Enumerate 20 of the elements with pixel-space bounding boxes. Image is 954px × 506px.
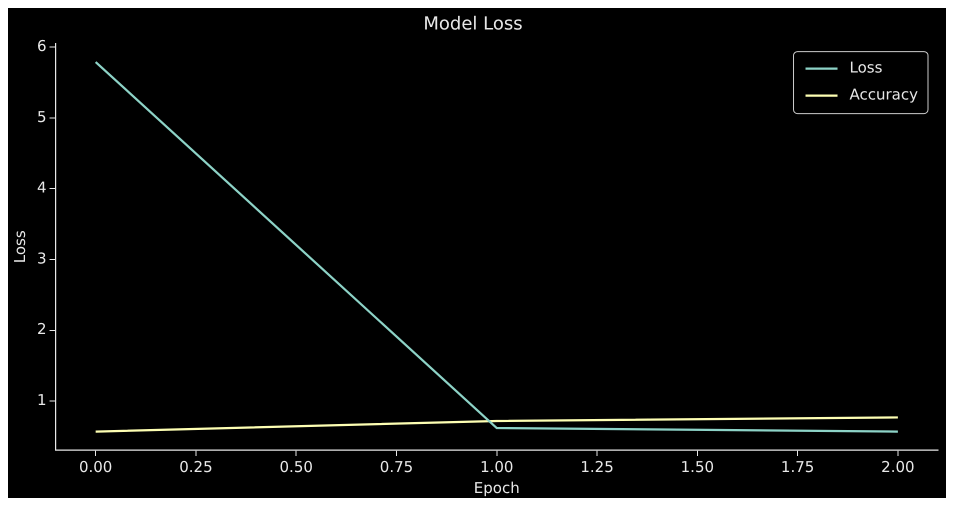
x-tick-label: 1.50 bbox=[680, 458, 714, 476]
y-tick-label: 4 bbox=[36, 178, 47, 197]
x-tick-label: 2.00 bbox=[881, 458, 915, 476]
legend-label: Loss bbox=[850, 58, 883, 76]
y-tick-label: 2 bbox=[36, 320, 47, 338]
y-tick-label: 5 bbox=[36, 108, 47, 126]
legend-label: Accuracy bbox=[850, 85, 918, 104]
x-tick-label: 0.75 bbox=[380, 458, 414, 476]
chart-title: Model Loss bbox=[423, 13, 523, 34]
x-tick-label: 0.50 bbox=[280, 458, 313, 476]
x-tick-label: 1.00 bbox=[480, 458, 514, 476]
y-axis-title: Loss bbox=[10, 230, 29, 264]
x-tick-label: 1.25 bbox=[580, 458, 614, 476]
x-tick-label: 1.75 bbox=[780, 458, 814, 476]
x-tick-label: 0.00 bbox=[78, 458, 112, 476]
y-tick-label: 3 bbox=[36, 249, 47, 268]
x-axis-title: Epoch bbox=[474, 478, 520, 497]
x-tick-label: 0.25 bbox=[179, 458, 213, 476]
y-tick-label: 6 bbox=[36, 37, 47, 56]
y-tick-label: 1 bbox=[36, 391, 47, 410]
